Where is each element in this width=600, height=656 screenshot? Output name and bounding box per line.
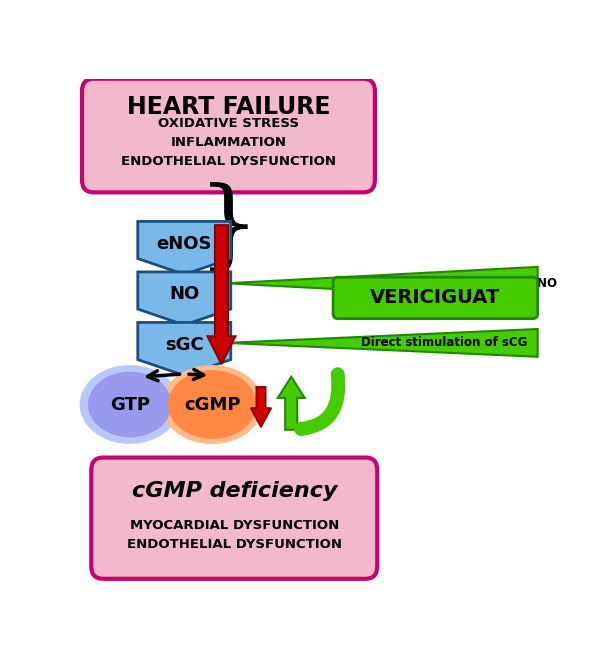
Text: GTP: GTP xyxy=(110,396,150,413)
Polygon shape xyxy=(138,272,231,325)
Text: sGC: sGC xyxy=(165,336,203,354)
FancyArrow shape xyxy=(251,387,271,427)
FancyBboxPatch shape xyxy=(91,458,377,579)
FancyBboxPatch shape xyxy=(82,79,375,192)
Ellipse shape xyxy=(88,372,172,438)
Text: OXIDATIVE STRESS
INFLAMMATION
ENDOTHELIAL DYSFUNCTION: OXIDATIVE STRESS INFLAMMATION ENDOTHELIA… xyxy=(121,117,336,168)
Ellipse shape xyxy=(168,370,256,439)
Ellipse shape xyxy=(161,365,263,444)
FancyArrow shape xyxy=(278,377,305,430)
Text: cGMP: cGMP xyxy=(184,396,241,413)
FancyBboxPatch shape xyxy=(333,277,538,319)
Ellipse shape xyxy=(80,365,180,444)
Text: cGMP deficiency: cGMP deficiency xyxy=(131,482,337,501)
Polygon shape xyxy=(138,323,231,375)
Text: VERICIGUAT: VERICIGUAT xyxy=(370,289,500,308)
Polygon shape xyxy=(226,329,538,357)
Text: NO: NO xyxy=(169,285,199,304)
Text: eNOS: eNOS xyxy=(157,235,212,253)
FancyArrow shape xyxy=(208,225,235,364)
Text: Enhances sensitivity of sCG to NO: Enhances sensitivity of sCG to NO xyxy=(332,277,557,290)
Text: Direct stimulation of sCG: Direct stimulation of sCG xyxy=(361,337,527,350)
Polygon shape xyxy=(138,222,231,274)
Text: }: } xyxy=(197,182,259,276)
Text: MYOCARDIAL DYSFUNCTION
ENDOTHELIAL DYSFUNCTION: MYOCARDIAL DYSFUNCTION ENDOTHELIAL DYSFU… xyxy=(127,520,342,552)
FancyArrowPatch shape xyxy=(301,374,338,429)
Polygon shape xyxy=(226,267,538,300)
Text: HEART FAILURE: HEART FAILURE xyxy=(127,95,330,119)
